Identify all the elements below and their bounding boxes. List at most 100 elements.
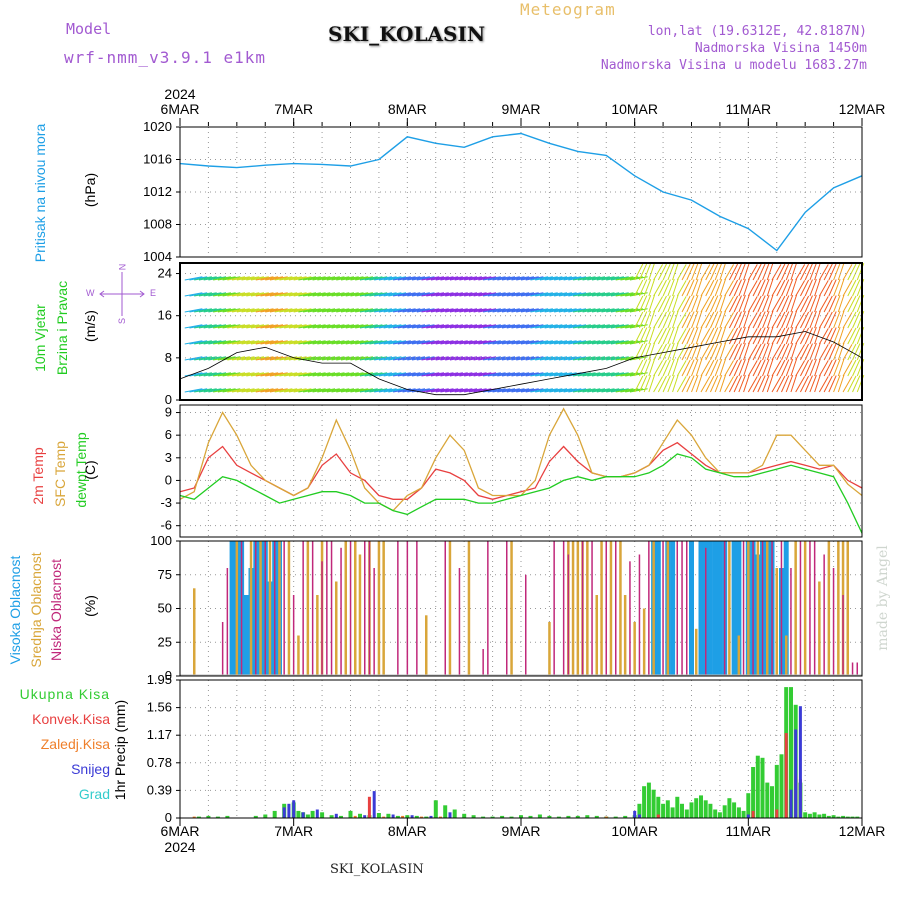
wind-arrow — [676, 376, 687, 393]
wind-arrow — [719, 278, 727, 297]
wind-arrow — [364, 340, 383, 345]
wind-arrow — [449, 388, 468, 393]
total-rain-bar — [841, 815, 846, 818]
wind-arrow — [648, 358, 656, 377]
wind-arrow — [539, 340, 558, 345]
total-rain-bar — [670, 807, 675, 818]
wind-arrow — [591, 324, 610, 329]
y-tick-label: 16 — [158, 308, 172, 323]
wind-arrow — [483, 292, 501, 297]
wind-arrow — [336, 308, 355, 313]
wind-arrow — [653, 328, 664, 345]
wind-arrow — [317, 308, 336, 313]
wind-arrow — [620, 340, 639, 345]
wind-arrow — [752, 295, 762, 313]
wind-arrow — [582, 276, 601, 281]
wind-arrow — [516, 340, 535, 345]
low-cloud-bar — [340, 547, 342, 677]
wind-arrow — [709, 327, 719, 345]
wind-arrow — [804, 375, 813, 393]
wind-arrow — [795, 280, 806, 297]
conv-rain-bar — [775, 809, 779, 818]
wind-arrow — [364, 308, 383, 313]
wind-arrow — [799, 375, 810, 393]
wind-arrow — [435, 324, 454, 329]
wind-arrow — [421, 324, 440, 329]
wind-arrow — [714, 295, 723, 313]
x-top-year: 2024 — [164, 86, 195, 102]
wind-arrow — [492, 292, 511, 297]
wind-arrow — [402, 324, 421, 329]
wind-arrow — [421, 388, 440, 393]
wind-arrow — [520, 308, 539, 313]
wind-arrow — [804, 343, 813, 361]
pressure-line — [179, 132, 863, 252]
wind-arrow — [184, 372, 203, 377]
wind-arrow — [667, 343, 675, 361]
wind-arrow — [709, 311, 719, 329]
wind-arrow — [383, 340, 402, 345]
wind-arrow — [321, 356, 340, 361]
wind-arrow — [222, 372, 241, 377]
wind-arrow — [686, 375, 695, 393]
wind-arrow — [705, 311, 715, 329]
wind-arrow — [340, 324, 359, 329]
wind-arrow — [288, 292, 307, 297]
wind-arrow — [781, 359, 790, 377]
wind-arrow — [747, 296, 758, 313]
wind-arrow — [255, 308, 274, 313]
wind-arrow — [397, 276, 416, 281]
mid-cloud-bar — [756, 541, 760, 676]
wind-arrow — [397, 308, 416, 313]
legend-total-rain: Ukupna Kisa — [19, 686, 110, 702]
wind-arrow — [213, 276, 231, 281]
high-cloud-bar — [736, 541, 742, 676]
wind-arrow — [743, 326, 750, 345]
total-rain-bar — [585, 815, 590, 818]
wind-arrow — [653, 360, 664, 377]
wind-arrow — [615, 324, 634, 329]
x-top-label: 7MAR — [274, 101, 313, 117]
wind-arrow — [407, 372, 426, 377]
wind-arrow — [359, 324, 378, 329]
wind-arrow — [487, 276, 506, 281]
high-cloud-bar — [655, 541, 661, 676]
compass-icon: W E N S — [86, 262, 156, 326]
wind-arrow — [345, 340, 364, 345]
wind-arrow — [213, 292, 231, 297]
wind-arrow — [468, 340, 487, 345]
total-rain-bar — [594, 815, 599, 818]
wind-arrow — [298, 308, 317, 313]
wind-arrow — [582, 308, 601, 313]
wind-arrow — [255, 340, 274, 345]
wind-arrow — [530, 324, 549, 329]
wind-arrow — [852, 311, 861, 329]
wind-arrow — [771, 280, 782, 297]
snow-bar — [429, 815, 433, 818]
wind-arrow — [643, 375, 652, 393]
wind-arrow — [184, 356, 203, 361]
wind-arrow — [776, 311, 786, 329]
total-rain-bar — [575, 815, 580, 818]
wind-arrow — [676, 360, 687, 377]
wind-arrow — [776, 263, 786, 281]
wind-arrow — [695, 294, 703, 313]
mid-cloud-bar — [448, 541, 452, 676]
wind-arrow — [274, 292, 293, 297]
total-rain-bar — [803, 812, 808, 818]
wind-arrow — [657, 327, 667, 345]
wind-arrow — [393, 356, 411, 361]
wind-arrow — [719, 262, 727, 281]
wind-arrow — [383, 388, 402, 393]
wind-arrow — [454, 292, 473, 297]
wind-arrow — [430, 292, 449, 297]
wind-arrow — [383, 324, 402, 329]
wind-arrow — [795, 264, 806, 281]
wind-arrow — [752, 327, 762, 345]
wind-arrow — [606, 388, 625, 393]
mid-cloud-bar — [586, 541, 589, 676]
wind-arrow — [601, 340, 620, 345]
wind-arrow — [705, 327, 715, 345]
wind-arrow — [539, 292, 558, 297]
y-tick-label: 1008 — [143, 217, 172, 232]
